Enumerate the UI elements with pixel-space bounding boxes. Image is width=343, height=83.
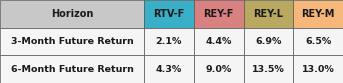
Text: 13.0%: 13.0% [302, 65, 334, 74]
Bar [0, 55, 144, 83]
Text: 3-Month Future Return: 3-Month Future Return [11, 37, 133, 46]
Text: 6.9%: 6.9% [255, 37, 282, 46]
Bar [244, 28, 293, 55]
Bar [144, 55, 194, 83]
Text: 2.1%: 2.1% [156, 37, 182, 46]
Text: 4.4%: 4.4% [205, 37, 232, 46]
Bar [244, 0, 293, 28]
Text: 6.5%: 6.5% [305, 37, 331, 46]
Text: RTV-F: RTV-F [153, 9, 185, 19]
Text: 6-Month Future Return: 6-Month Future Return [11, 65, 133, 74]
Text: 4.3%: 4.3% [156, 65, 182, 74]
Text: REY-F: REY-F [203, 9, 234, 19]
Bar [144, 28, 194, 55]
Bar [244, 55, 293, 83]
Text: REY-M: REY-M [301, 9, 335, 19]
Bar [293, 0, 343, 28]
Text: REY-L: REY-L [253, 9, 283, 19]
Bar [293, 55, 343, 83]
Bar [0, 28, 144, 55]
Bar [194, 0, 244, 28]
Text: 13.5%: 13.5% [252, 65, 285, 74]
Bar [144, 0, 194, 28]
Text: 9.0%: 9.0% [205, 65, 232, 74]
Text: Horizon: Horizon [51, 9, 93, 19]
Bar [0, 0, 144, 28]
Bar [194, 55, 244, 83]
Bar [194, 28, 244, 55]
Bar [293, 28, 343, 55]
